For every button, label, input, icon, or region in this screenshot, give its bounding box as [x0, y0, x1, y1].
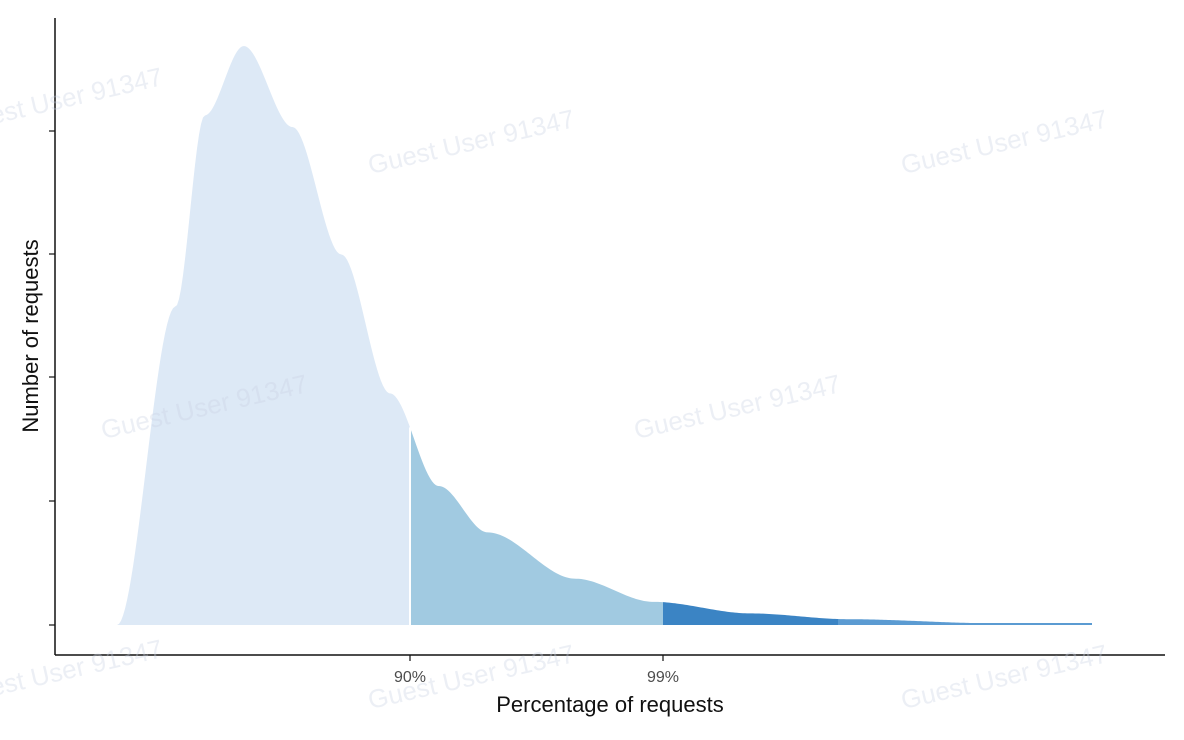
x-tick-label-90: 90%	[394, 669, 426, 686]
region-above-999	[838, 619, 1092, 625]
region-90-99	[410, 427, 663, 625]
y-ticks	[49, 130, 55, 626]
x-axis-title: Percentage of requests	[496, 692, 723, 717]
x-ticks	[409, 655, 664, 661]
y-axis-title: Number of requests	[18, 239, 43, 432]
region-below-90	[117, 46, 410, 625]
x-tick-label-99: 99%	[647, 669, 679, 686]
region-99-999	[663, 602, 838, 625]
plot-area	[117, 46, 1092, 625]
